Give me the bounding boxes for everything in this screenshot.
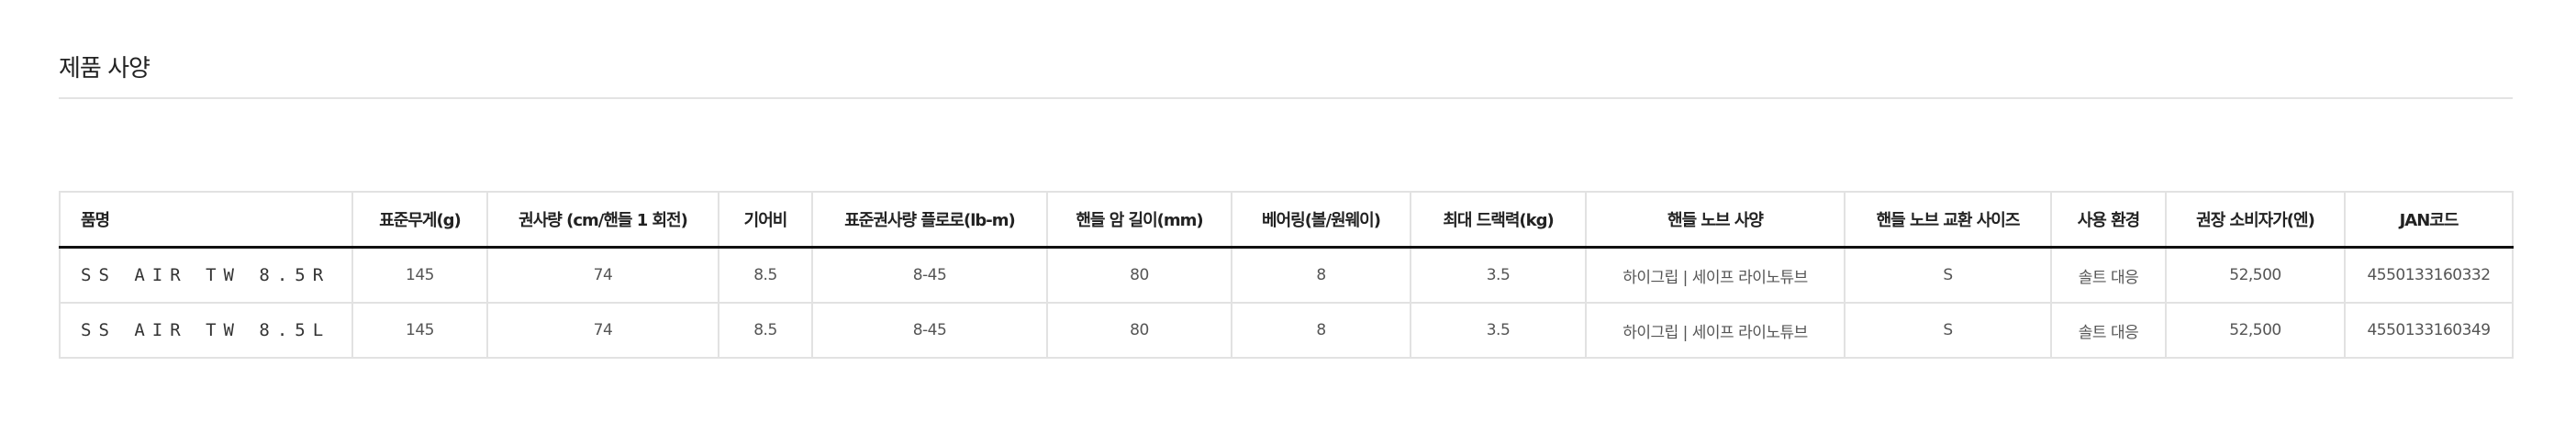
column-header: 권장 소비자가(엔) — [2165, 191, 2346, 249]
table-cell: 하이그립 | 세이프 라이노튜브 — [1585, 246, 1846, 304]
table-cell: 80 — [1046, 246, 1232, 304]
table-cell: 8.5 — [718, 302, 813, 359]
table-cell: 8.5 — [718, 246, 813, 304]
table-cell: 솔트 대응 — [2050, 246, 2167, 304]
table-header-row: 품명 표준무게(g) 권사량 (cm/핸들 1 회전) 기어비 표준권사량 플로로(lb… — [59, 191, 2514, 249]
table-cell: 3.5 — [1410, 246, 1587, 304]
table-cell: 8-45 — [811, 302, 1048, 359]
column-header: 핸들 노브 교환 사이즈 — [1844, 191, 2052, 249]
column-header: 기어비 — [718, 191, 813, 249]
table-cell: S — [1844, 246, 2052, 304]
table-cell: 8 — [1231, 302, 1411, 359]
table-cell: 4550133160349 — [2344, 302, 2514, 359]
table-cell: 솔트 대응 — [2050, 302, 2167, 359]
table-cell: 하이그립 | 세이프 라이노튜브 — [1585, 302, 1846, 359]
spec-table: 품명 표준무게(g) 권사량 (cm/핸들 1 회전) 기어비 표준권사량 플로로(lb… — [59, 191, 2514, 359]
table-cell: 145 — [351, 302, 488, 359]
table-cell: 8-45 — [811, 246, 1048, 304]
column-header: 최대 드랙력(kg) — [1410, 191, 1587, 249]
table-cell: 145 — [351, 246, 488, 304]
table-cell: S — [1844, 302, 2052, 359]
column-header: JAN코드 — [2344, 191, 2514, 249]
column-header: 사용 환경 — [2050, 191, 2167, 249]
column-header: 핸들 암 길이(mm) — [1046, 191, 1232, 249]
table-cell: 80 — [1046, 302, 1232, 359]
column-header: 권사량 (cm/핸들 1 회전) — [486, 191, 719, 249]
column-header: 베어링(볼/원웨이) — [1231, 191, 1411, 249]
section-title: 제품 사양 — [59, 54, 151, 83]
column-header: 품명 — [59, 191, 353, 249]
column-header: 표준권사량 플로로(lb-m) — [811, 191, 1048, 249]
table-cell: 74 — [486, 302, 719, 359]
table-cell: 3.5 — [1410, 302, 1587, 359]
column-header: 표준무게(g) — [351, 191, 488, 249]
table-cell: 8 — [1231, 246, 1411, 304]
table-row: SS AIR TW 8.5R 145 74 8.5 8-45 80 8 3.5 하이그립 | 세… — [59, 246, 2514, 304]
table-cell: 52,500 — [2165, 246, 2346, 304]
product-name-cell: SS AIR TW 8.5L — [59, 302, 353, 359]
table-cell: 74 — [486, 246, 719, 304]
product-name-cell: SS AIR TW 8.5R — [59, 246, 353, 304]
divider — [59, 97, 2513, 99]
table-cell: 4550133160332 — [2344, 246, 2514, 304]
table-row: SS AIR TW 8.5L 145 74 8.5 8-45 80 8 3.5 하이그립 | 세… — [59, 302, 2514, 359]
table-cell: 52,500 — [2165, 302, 2346, 359]
column-header: 핸들 노브 사양 — [1585, 191, 1846, 249]
